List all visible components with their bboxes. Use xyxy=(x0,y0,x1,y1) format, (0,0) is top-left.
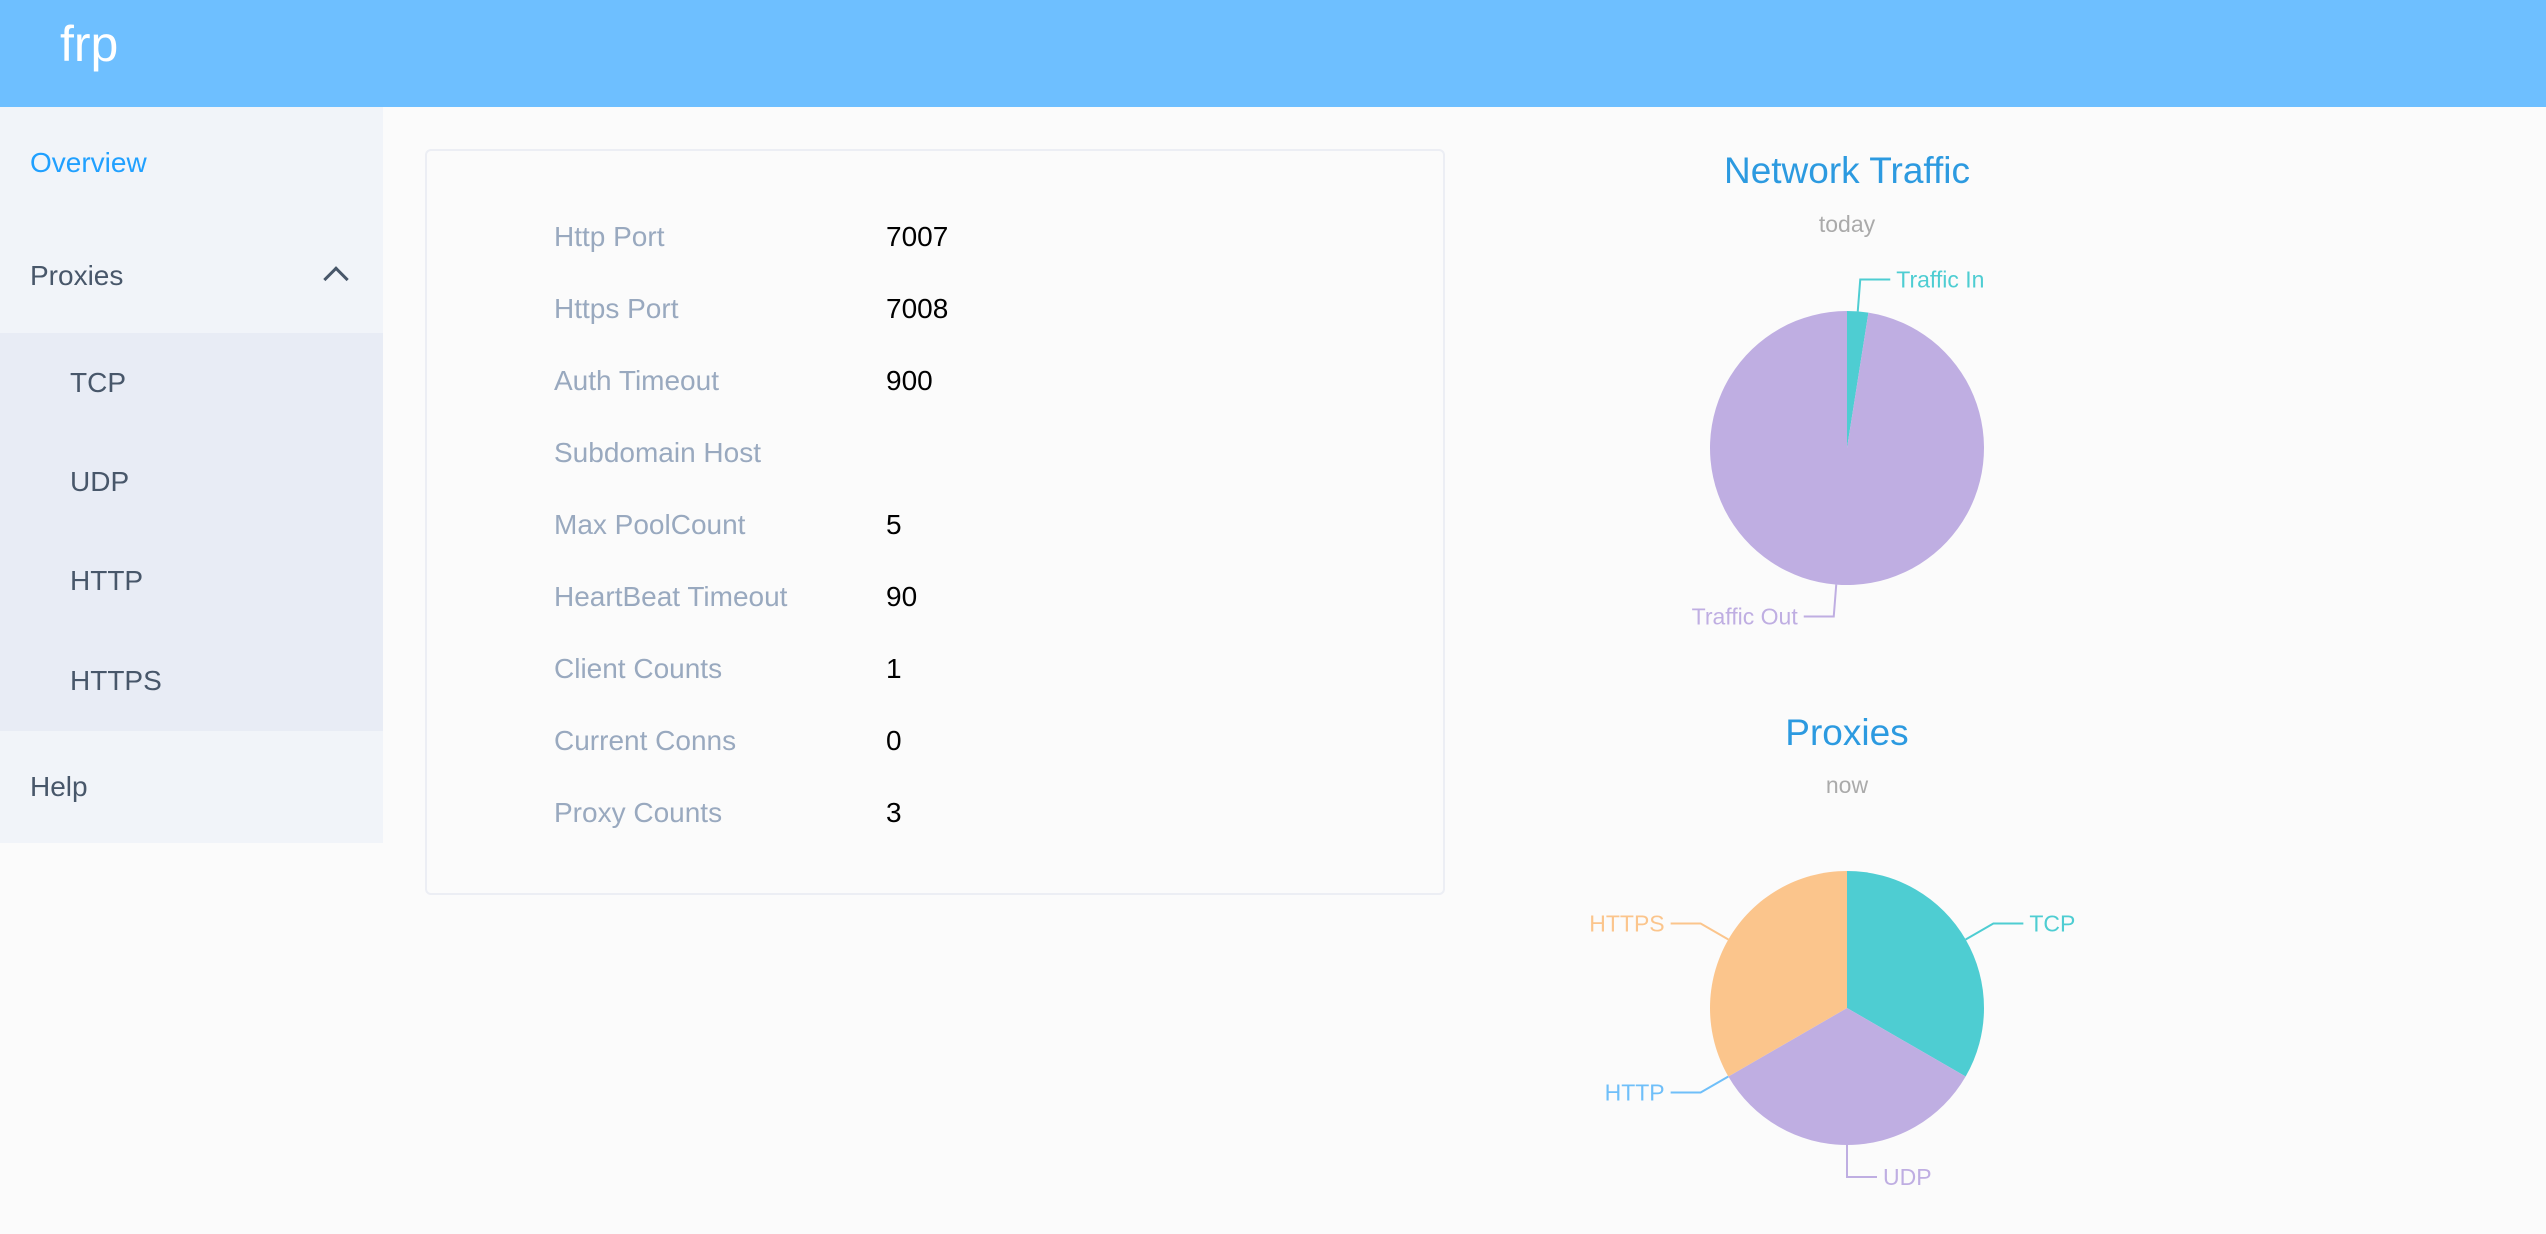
label-line xyxy=(1670,1075,1729,1094)
info-value: 1 xyxy=(886,653,902,684)
info-value: 7007 xyxy=(886,221,949,252)
sidebar: Overview Proxies TCP UDP HTTP HTTPS Help xyxy=(0,107,383,843)
pie-label: Traffic In xyxy=(1896,267,1984,293)
info-value: 0 xyxy=(886,725,902,756)
info-row: Current Conns 0 xyxy=(554,721,902,761)
proxies-chart-subtitle: now xyxy=(1825,772,1869,798)
sidebar-item-label: Proxies xyxy=(30,260,124,291)
info-label: Proxy Counts xyxy=(554,797,723,828)
sidebar-item-udp[interactable]: UDP xyxy=(70,466,130,497)
info-row: Proxy Counts 3 xyxy=(554,793,902,833)
info-label: Max PoolCount xyxy=(554,509,746,540)
brand-logo[interactable]: frp xyxy=(60,16,119,72)
info-row: Auth Timeout 900 xyxy=(554,361,933,401)
label-line xyxy=(1803,584,1838,618)
proxies-chart-title: Proxies xyxy=(1785,712,1909,753)
traffic-chart-subtitle: today xyxy=(1818,211,1876,237)
info-value: 5 xyxy=(886,509,902,540)
info-label: HeartBeat Timeout xyxy=(554,581,788,612)
info-value: 3 xyxy=(886,797,902,828)
sidebar-item-https[interactable]: HTTPS xyxy=(70,665,162,696)
sidebar-item-proxies[interactable]: Proxies xyxy=(0,220,383,332)
sidebar-item-help[interactable]: Help xyxy=(30,771,88,802)
pie-slice-traffic-out[interactable] xyxy=(1709,311,1984,585)
info-row: Http Port 7007 xyxy=(554,217,948,257)
pie-slice-traffic-in[interactable] xyxy=(1847,311,1869,448)
pie-label: HTTP xyxy=(1605,1080,1665,1106)
pie-slice-tcp[interactable] xyxy=(1847,871,1985,1077)
pie-label: Traffic Out xyxy=(1692,603,1799,629)
sidebar-item-http[interactable]: HTTP xyxy=(70,565,144,596)
info-label: Current Conns xyxy=(554,725,737,756)
pie-label: TCP xyxy=(2029,911,2075,937)
info-label: Https Port xyxy=(554,293,679,324)
traffic-chart-title: Network Traffic xyxy=(1723,150,1971,191)
info-label: Http Port xyxy=(554,221,665,252)
info-value: 90 xyxy=(886,581,918,612)
info-row: Subdomain Host xyxy=(554,433,886,473)
pie-label: UDP xyxy=(1883,1164,1932,1190)
info-label: Client Counts xyxy=(554,653,723,684)
label-line xyxy=(1856,278,1891,312)
info-row: Https Port 7008 xyxy=(554,289,948,329)
label-line xyxy=(1846,1145,1877,1178)
info-value: 7008 xyxy=(886,293,949,324)
proxies-submenu: TCP UDP HTTP HTTPS xyxy=(0,333,383,731)
info-row: Max PoolCount 5 xyxy=(554,505,902,545)
sidebar-item-overview[interactable]: Overview xyxy=(30,147,147,178)
label-line xyxy=(1965,922,2024,941)
info-row: Client Counts 1 xyxy=(554,649,902,689)
pie-label: HTTPS xyxy=(1589,911,1664,937)
info-value: 900 xyxy=(886,365,933,396)
server-info-card: Http Port 7007 Https Port 7008 Auth Timeout 9… xyxy=(425,149,1445,895)
info-label: Subdomain Host xyxy=(554,437,762,468)
info-row: HeartBeat Timeout 90 xyxy=(554,577,917,617)
label-line xyxy=(1670,922,1729,941)
pie-slice-https[interactable] xyxy=(1709,871,1847,1077)
sidebar-item-tcp[interactable]: TCP xyxy=(70,367,126,398)
top-header: frp xyxy=(0,0,2546,107)
info-label: Auth Timeout xyxy=(554,365,719,396)
